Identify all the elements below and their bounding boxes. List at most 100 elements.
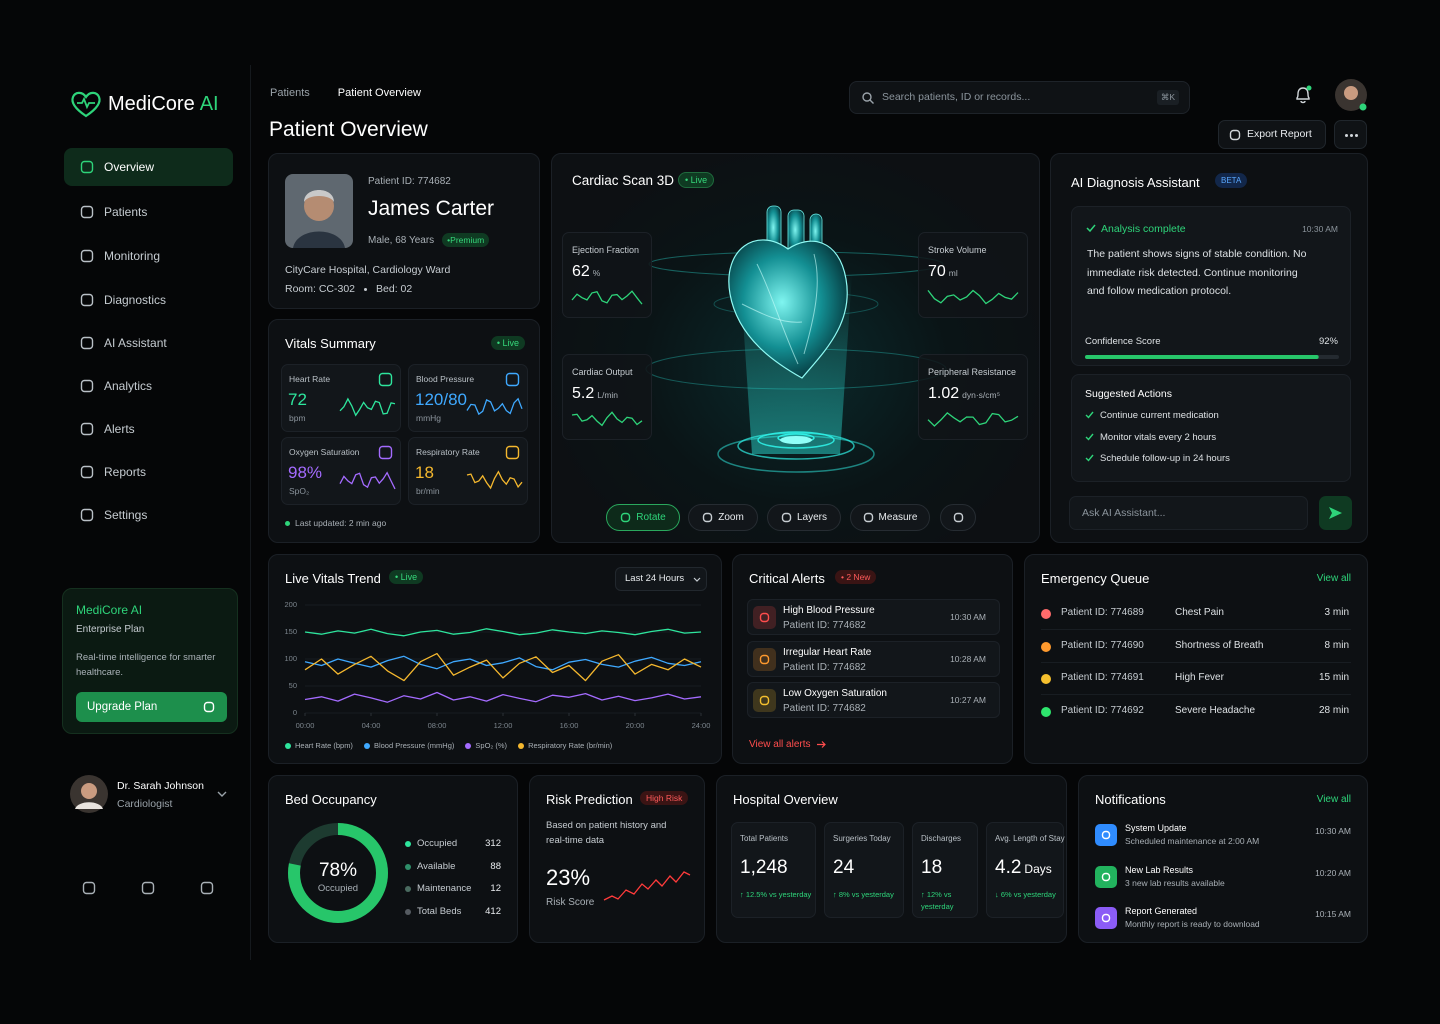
photo-face xyxy=(304,191,334,221)
y-tick-label: 0 xyxy=(292,708,297,717)
stat-tile: Discharges 18 ↑ 12% vs yesterday xyxy=(912,822,978,918)
icon-shape xyxy=(80,336,94,350)
alerts-link[interactable]: View all alerts xyxy=(749,739,826,750)
bed-occupancy-card: Bed Occupancy 78% Occupied Occupied 312 Avail… xyxy=(268,775,518,943)
scan-control[interactable]: Rotate xyxy=(606,504,680,531)
sparkline xyxy=(339,471,396,490)
queue-wait: 8 min xyxy=(1324,639,1349,651)
search-shortcut: ⌘K xyxy=(1156,90,1179,105)
more-button[interactable] xyxy=(1334,120,1367,149)
alert-item[interactable]: High Blood Pressure Patient ID: 774682 10:… xyxy=(747,599,1000,635)
icon xyxy=(781,512,792,523)
icon-shape xyxy=(759,654,770,664)
search-icon xyxy=(862,92,874,104)
sparkline xyxy=(571,290,643,305)
alert-item[interactable]: Low Oxygen Saturation Patient ID: 774682 1… xyxy=(747,682,1000,718)
legend-value: 88 xyxy=(490,860,501,872)
analysis-status: Analysis complete xyxy=(1086,223,1186,235)
card-title: Emergency Queue xyxy=(1041,571,1150,586)
nav-item[interactable]: Patients xyxy=(64,193,233,231)
logo-pulse xyxy=(77,96,95,110)
actions-title: Suggested Actions xyxy=(1085,388,1172,400)
stat-value-row: 18 xyxy=(921,857,942,879)
card-title: Live Vitals Trend xyxy=(285,571,381,586)
upgrade-label: Upgrade Plan xyxy=(87,701,158,713)
icon-shape xyxy=(80,205,94,219)
nav-item[interactable]: Overview xyxy=(64,148,233,186)
fullscreen-button[interactable] xyxy=(940,504,976,531)
send-button[interactable] xyxy=(1319,496,1352,530)
legend-item: Blood Pressure (mmHg) xyxy=(363,741,454,750)
alert-icon xyxy=(753,606,776,629)
photo-body xyxy=(293,231,345,248)
x-tick-label: 04:00 xyxy=(361,721,381,730)
icon xyxy=(80,160,94,174)
check-path xyxy=(1085,433,1094,441)
vital-tile: Oxygen Saturation 98% SpO₂ xyxy=(281,437,401,505)
upgrade-button[interactable]: Upgrade Plan xyxy=(76,692,227,722)
assistant-input[interactable]: Ask AI Assistant... xyxy=(1069,496,1308,530)
stat-tile: Surgeries Today 24 ↑ 8% vs yesterday xyxy=(824,822,904,918)
new-badge: • 2 New xyxy=(835,570,877,584)
live-badge: • Live xyxy=(678,172,715,188)
sparkline-path xyxy=(927,412,1019,427)
icon-shape xyxy=(781,512,792,523)
alert-patient: Patient ID: 774682 xyxy=(783,620,866,631)
chevron xyxy=(693,577,701,582)
stat-tile: Avg. Length of Stay 4.2 Days ↓ 6% vs yester… xyxy=(986,822,1065,918)
icon xyxy=(505,445,520,460)
avatar-body xyxy=(75,802,103,809)
series-line xyxy=(304,652,702,682)
metric-value-row: 62% xyxy=(572,263,600,281)
status-text: Analysis complete xyxy=(1101,223,1186,235)
search-box[interactable]: Search patients, ID or records... ⌘K xyxy=(849,81,1190,114)
legend-item: Heart Rate (bpm) xyxy=(285,741,353,750)
donut-arc xyxy=(288,823,388,923)
bell-dot xyxy=(1306,85,1312,91)
metric-unit: % xyxy=(592,268,601,278)
nav-item[interactable]: Reports xyxy=(64,453,233,491)
nav-item[interactable]: Alerts xyxy=(64,410,233,448)
analysis-box: Analysis complete 10:30 AM The patient sho… xyxy=(1071,206,1351,366)
scan-control[interactable]: Layers xyxy=(767,504,841,531)
check xyxy=(1085,454,1094,462)
nav-item[interactable]: Monitoring xyxy=(64,237,233,275)
patient-demographics: Male, 68 Years xyxy=(368,234,435,246)
photo-hair xyxy=(304,190,334,202)
confidence-bar xyxy=(1085,355,1339,359)
queue-dot xyxy=(1041,641,1051,652)
view-all-link[interactable]: View all xyxy=(1316,794,1351,805)
view-all-link[interactable]: View all xyxy=(1316,573,1351,584)
range-dropdown[interactable]: Last 24 Hours xyxy=(615,567,707,591)
icon-shape xyxy=(141,881,155,895)
legend-swatch xyxy=(285,742,291,749)
stat-value: 18 xyxy=(921,857,943,878)
vital-label: Oxygen Saturation xyxy=(289,447,360,457)
series-line xyxy=(304,655,702,671)
confidence-value: 92% xyxy=(1318,336,1338,347)
alert-item[interactable]: Irregular Heart Rate Patient ID: 774682 10… xyxy=(747,640,1000,677)
stat-label: Avg. Length of Stay xyxy=(995,834,1065,843)
risk-badge: High Risk xyxy=(640,791,689,805)
platform-ring xyxy=(737,432,855,460)
alert-time: 10:27 AM xyxy=(950,695,986,705)
alert-patient: Patient ID: 774682 xyxy=(783,661,866,673)
nav-item[interactable]: Settings xyxy=(64,496,233,534)
nav-item[interactable]: Analytics xyxy=(64,367,233,405)
sparkline-path xyxy=(927,289,1019,305)
legend-swatch xyxy=(465,742,472,749)
x-tick-label: 12:00 xyxy=(493,721,513,730)
icon xyxy=(82,881,96,895)
nav-item[interactable]: Diagnostics xyxy=(64,281,233,319)
scan-control[interactable]: Zoom xyxy=(688,504,758,531)
nav-item[interactable]: AI Assistant xyxy=(64,324,233,362)
risk-score-label: Risk Score xyxy=(546,897,595,908)
y-tick-label: 200 xyxy=(284,600,297,609)
icon xyxy=(80,249,94,263)
nav-label: Patients xyxy=(104,205,148,219)
export-button[interactable]: Export Report xyxy=(1218,120,1326,149)
nav-label: Analytics xyxy=(104,379,153,393)
scan-control[interactable]: Measure xyxy=(850,504,930,531)
queue-reason: Shortness of Breath xyxy=(1175,639,1264,651)
chevron-path xyxy=(693,577,701,582)
